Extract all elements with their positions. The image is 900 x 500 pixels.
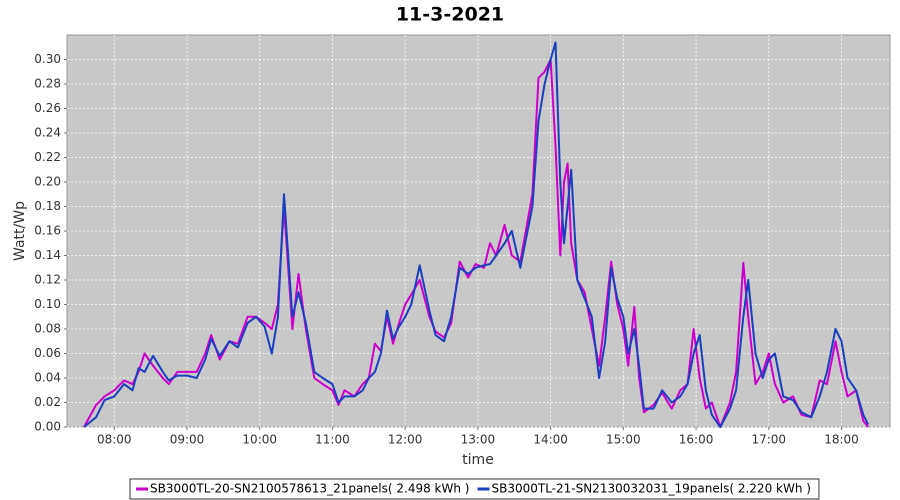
y-tick-label: 0.18 bbox=[34, 199, 61, 213]
x-tick-label: 12:00 bbox=[388, 433, 423, 447]
y-tick-label: 0.14 bbox=[34, 248, 61, 262]
legend-label: SB3000TL-20-SN2100578613_21panels( 2.498… bbox=[150, 482, 469, 496]
chart-title: 11-3-2021 bbox=[396, 4, 504, 26]
series-line bbox=[83, 58, 869, 428]
legend-box bbox=[129, 478, 820, 500]
y-tick-label: 0.26 bbox=[34, 101, 61, 115]
y-tick-label: 0.20 bbox=[34, 175, 61, 189]
x-tick-label: 14:00 bbox=[533, 433, 568, 447]
y-tick-label: 0.28 bbox=[34, 77, 61, 91]
y-tick-label: 0.22 bbox=[34, 150, 61, 164]
y-tick-label: 0.00 bbox=[34, 420, 61, 434]
x-tick-label: 13:00 bbox=[461, 433, 496, 447]
y-tick-label: 0.04 bbox=[34, 371, 61, 385]
y-tick-label: 0.10 bbox=[34, 297, 61, 311]
y-tick-label: 0.06 bbox=[34, 346, 61, 360]
x-tick-label: 18:00 bbox=[824, 433, 859, 447]
y-tick-label: 0.08 bbox=[34, 322, 61, 336]
y-tick-label: 0.16 bbox=[34, 224, 61, 238]
y-tick-label: 0.24 bbox=[34, 126, 61, 140]
series-line bbox=[83, 41, 870, 428]
x-tick-label: 15:00 bbox=[606, 433, 641, 447]
y-tick-label: 0.12 bbox=[34, 273, 61, 287]
x-tick-label: 16:00 bbox=[679, 433, 714, 447]
x-tick-label: 08:00 bbox=[97, 433, 132, 447]
y-axis-label: Watt/Wp bbox=[12, 201, 28, 261]
y-tick-label: 0.30 bbox=[34, 52, 61, 66]
x-tick-label: 11:00 bbox=[315, 433, 350, 447]
legend-label: SB3000TL-21-SN2130032031_19panels( 2.220… bbox=[491, 482, 810, 496]
x-axis-label: time bbox=[462, 452, 494, 468]
legend: SB3000TL-20-SN2100578613_21panels( 2.498… bbox=[129, 478, 820, 500]
x-tick-label: 10:00 bbox=[242, 433, 277, 447]
y-tick-label: 0.02 bbox=[34, 395, 61, 409]
x-tick-label: 17:00 bbox=[751, 433, 786, 447]
x-tick-label: 09:00 bbox=[170, 433, 205, 447]
